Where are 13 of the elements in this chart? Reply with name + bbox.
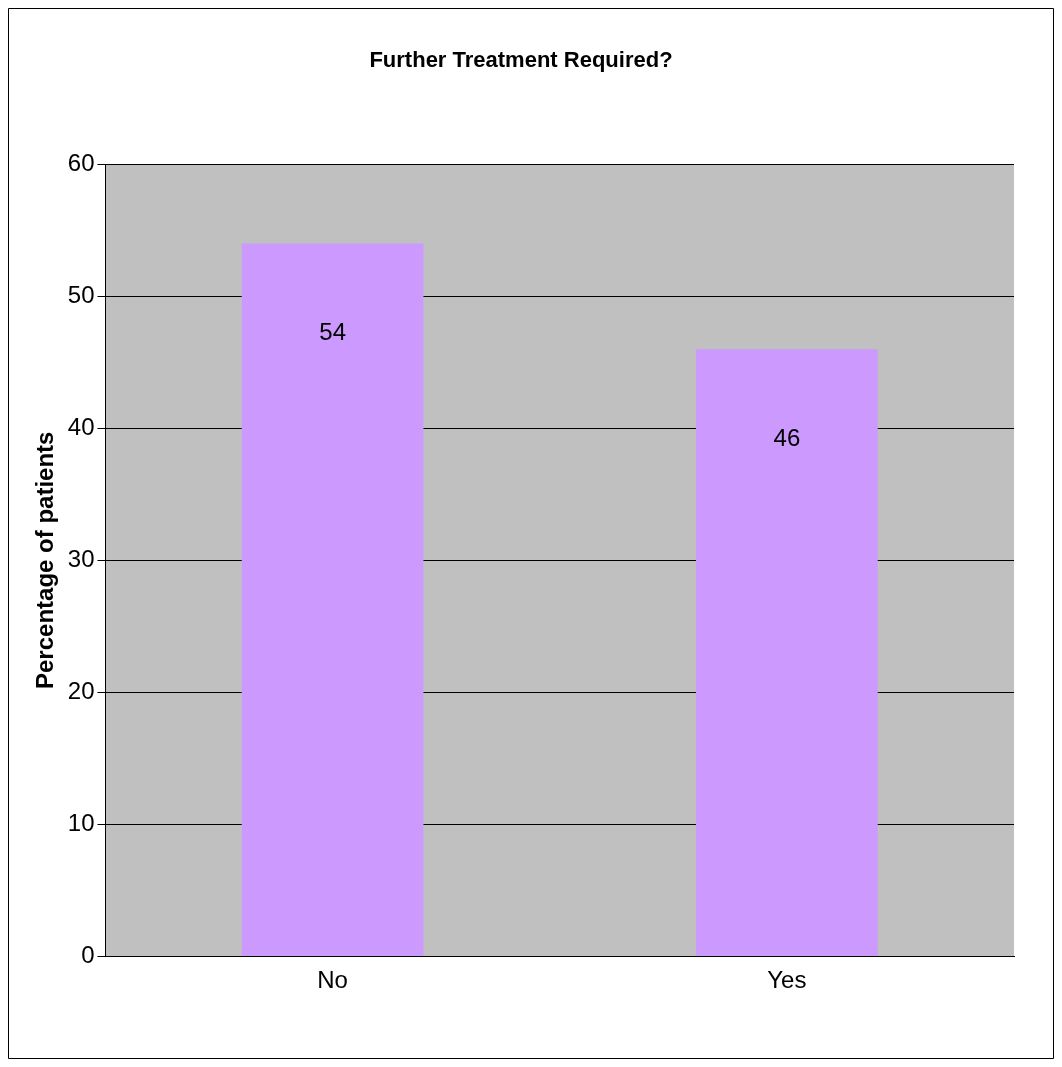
y-tick-label: 20	[67, 676, 95, 704]
y-tick-label: 40	[67, 412, 95, 440]
y-tick-label: 50	[67, 280, 95, 308]
y-tick-label: 0	[81, 940, 95, 968]
x-tick-label: No	[317, 966, 348, 994]
y-axis-title: Percentage of patients	[31, 431, 59, 689]
y-tick-label: 10	[67, 808, 95, 836]
data-label: 46	[773, 423, 801, 451]
data-label: 54	[319, 318, 346, 346]
y-tick-label: 60	[67, 149, 95, 177]
y-tick-label: 30	[67, 544, 95, 572]
x-tick-label: Yes	[767, 966, 807, 994]
chart-title: Further Treatment Required?	[369, 47, 673, 73]
